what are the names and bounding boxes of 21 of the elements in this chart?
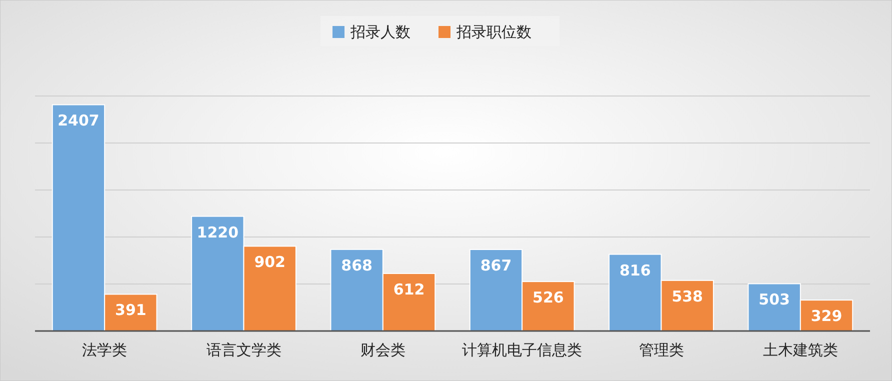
data-label: 867 bbox=[480, 256, 512, 274]
x-tick-label: 财会类 bbox=[360, 341, 406, 359]
data-label: 816 bbox=[620, 261, 651, 280]
x-tick-label: 语言文学类 bbox=[206, 341, 282, 359]
x-tick-label: 土木建筑类 bbox=[762, 341, 838, 359]
data-label: 612 bbox=[393, 280, 425, 298]
legend-item: 招录人数 bbox=[332, 23, 410, 41]
x-tick-label: 计算机电子信息类 bbox=[462, 341, 582, 359]
data-label: 868 bbox=[341, 256, 372, 274]
legend-label: 招录职位数 bbox=[456, 23, 532, 41]
x-tick-label: 法学类 bbox=[82, 341, 128, 359]
data-label: 902 bbox=[254, 253, 286, 272]
data-label: 329 bbox=[810, 307, 842, 326]
x-tick-label: 管理类 bbox=[638, 341, 684, 359]
data-label: 1220 bbox=[196, 223, 239, 242]
data-label: 538 bbox=[672, 287, 703, 306]
data-label: 391 bbox=[115, 301, 146, 320]
data-label: 2407 bbox=[58, 112, 100, 130]
data-label: 526 bbox=[532, 288, 564, 307]
data-label: 503 bbox=[758, 290, 790, 309]
legend-item: 招录职位数 bbox=[438, 23, 532, 41]
